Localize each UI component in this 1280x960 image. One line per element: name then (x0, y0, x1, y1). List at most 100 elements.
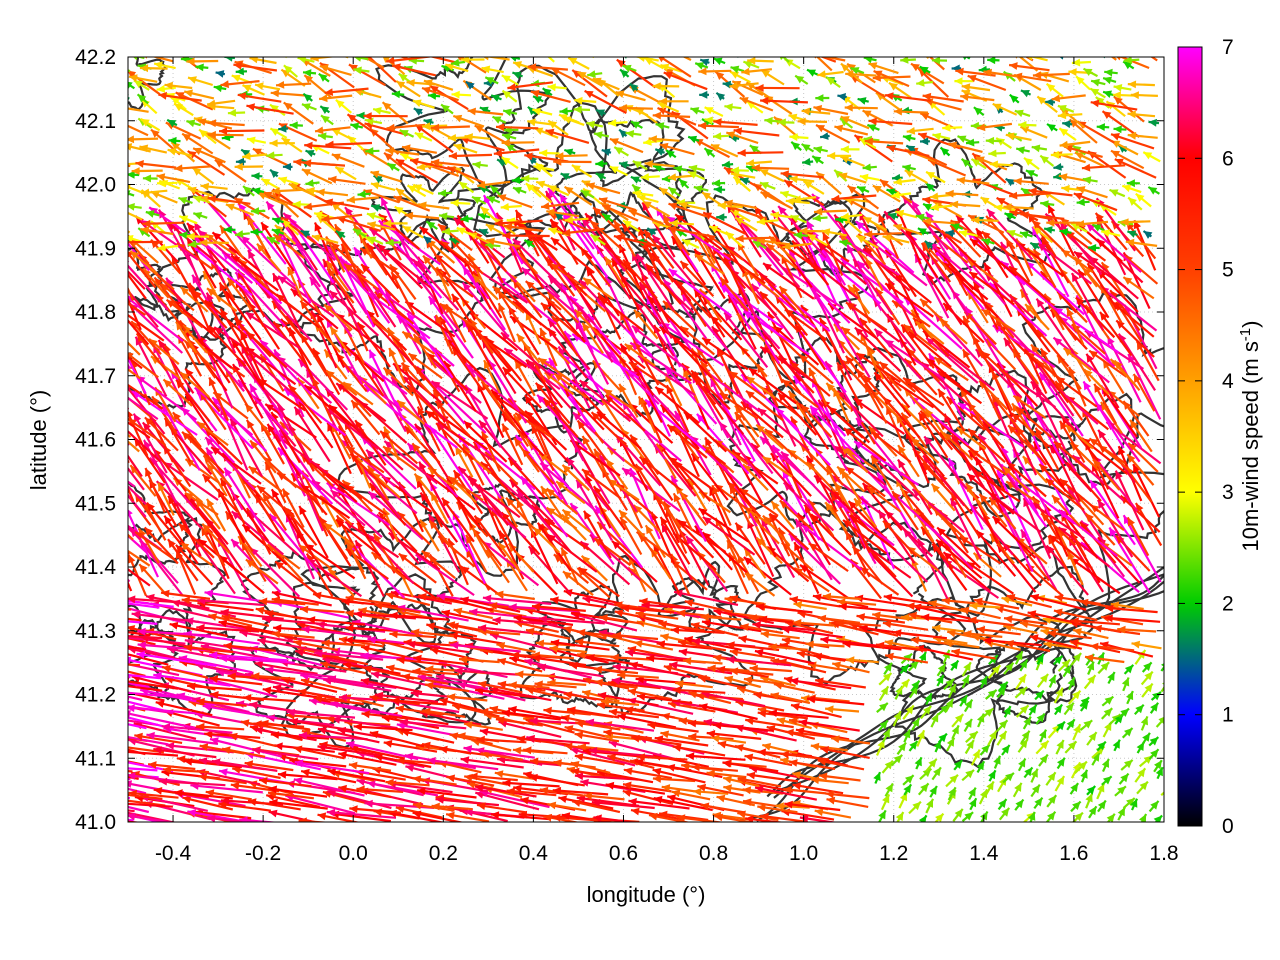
wind-arrow-head (577, 743, 587, 751)
wind-arrow (583, 792, 625, 801)
wind-arrow (760, 812, 808, 822)
wind-arrow-head (574, 753, 584, 761)
wind-arrow-head (356, 778, 366, 786)
wind-arrow (652, 775, 696, 783)
wind-arrow-head (1018, 758, 1026, 768)
wind-arrow-head (469, 772, 478, 781)
wind-arrow-head (97, 456, 106, 465)
wind-arrow-head (1074, 812, 1083, 822)
wind-arrow-head (87, 467, 95, 476)
wind-arrow-head (969, 798, 977, 808)
wind-arrow (591, 798, 655, 810)
wind-arrow-head (162, 766, 172, 774)
wind-arrow-shaft (558, 796, 614, 810)
wind-arrow-head (252, 746, 261, 755)
wind-arrow-shaft (383, 741, 438, 753)
wind-arrow-shaft (247, 799, 301, 811)
wind-arrow-shaft (571, 800, 621, 814)
wind-arrow-head (422, 741, 431, 750)
wind-arrow-shaft (196, 769, 261, 786)
wind-arrow (435, 795, 500, 807)
wind-arrow-head (317, 726, 327, 735)
wind-arrow-head (134, 732, 143, 741)
wind-arrow (1035, 739, 1050, 755)
wind-arrow (494, 770, 534, 780)
wind-arrow (873, 771, 882, 784)
wind-arrow-shaft (77, 725, 128, 729)
wind-arrow-shaft (653, 797, 713, 812)
wind-arrow (317, 743, 380, 757)
wind-arrow-head (80, 667, 89, 675)
wind-arrow (814, 808, 852, 819)
wind-arrow (162, 766, 209, 774)
wind-arrow-head (631, 807, 640, 816)
wind-arrow (931, 766, 942, 781)
wind-arrow (153, 746, 217, 759)
wind-arrow-head (976, 761, 985, 771)
wind-arrow-head (820, 746, 829, 754)
wind-arrow-head (722, 759, 731, 768)
wind-arrow (979, 743, 991, 756)
wind-arrow (547, 801, 587, 812)
wind-arrow-shaft (128, 746, 165, 754)
wind-arrow-head (78, 594, 87, 602)
wind-arrow (878, 809, 887, 822)
wind-arrow (757, 803, 798, 814)
wind-arrow (1085, 792, 1094, 809)
wind-arrow-head (158, 777, 168, 786)
wind-arrow-shaft (685, 754, 746, 761)
wind-arrow-head (814, 808, 824, 817)
wind-arrow-head (446, 774, 456, 783)
wind-arrow-shaft (128, 718, 129, 721)
wind-arrow (146, 731, 219, 745)
wind-arrow (780, 750, 830, 761)
wind-arrow-head (1117, 807, 1125, 817)
wind-arrow (317, 812, 361, 822)
wind-arrow (1086, 785, 1097, 796)
wind-arrow (1071, 811, 1084, 822)
wind-arrow-head (1120, 773, 1129, 783)
wind-arrow-shaft (387, 782, 453, 794)
wind-vectors (53, 57, 1164, 822)
wind-arrow (231, 766, 281, 780)
wind-arrow (688, 732, 734, 741)
wind-arrow (997, 798, 1008, 811)
wind-arrow-head (926, 798, 933, 808)
wind-arrow-head (512, 746, 522, 755)
wind-arrow (1096, 783, 1106, 800)
wind-arrow (571, 799, 621, 814)
wind-arrow (490, 811, 551, 821)
wind-arrow-head (903, 784, 912, 794)
wind-arrow (516, 735, 570, 746)
wind-arrow-head (799, 814, 809, 822)
wind-arrow (654, 735, 709, 747)
wind-arrow-head (1019, 739, 1028, 749)
contour-line (128, 608, 237, 716)
wind-arrow-head (711, 734, 720, 743)
wind-arrow-head (56, 737, 65, 745)
wind-arrow (672, 744, 726, 757)
wind-arrow-shaft (128, 814, 175, 822)
wind-arrow (416, 787, 477, 799)
wind-arrow-head (757, 803, 766, 812)
wind-arrow (570, 767, 622, 779)
wind-arrow-head (228, 732, 238, 741)
wind-arrow-head (520, 796, 529, 805)
wind-arrow-head (53, 666, 61, 674)
wind-arrow (754, 785, 818, 801)
wind-arrow (345, 740, 419, 761)
wind-arrow (742, 786, 783, 795)
wind-arrow-shaft (570, 769, 622, 779)
wind-arrow (1136, 780, 1149, 795)
wind-arrow-head (672, 744, 682, 752)
wind-arrow-head (914, 757, 922, 767)
wind-arrow-shaft (60, 640, 126, 657)
wind-arrow (964, 739, 975, 755)
wind-arrow-head (630, 758, 639, 766)
wind-arrow-head (349, 805, 358, 813)
wind-arrow (269, 798, 328, 810)
wind-arrow (228, 732, 277, 748)
wind-arrow-head (114, 790, 123, 798)
wind-arrow (128, 718, 129, 721)
wind-arrow (502, 779, 560, 788)
